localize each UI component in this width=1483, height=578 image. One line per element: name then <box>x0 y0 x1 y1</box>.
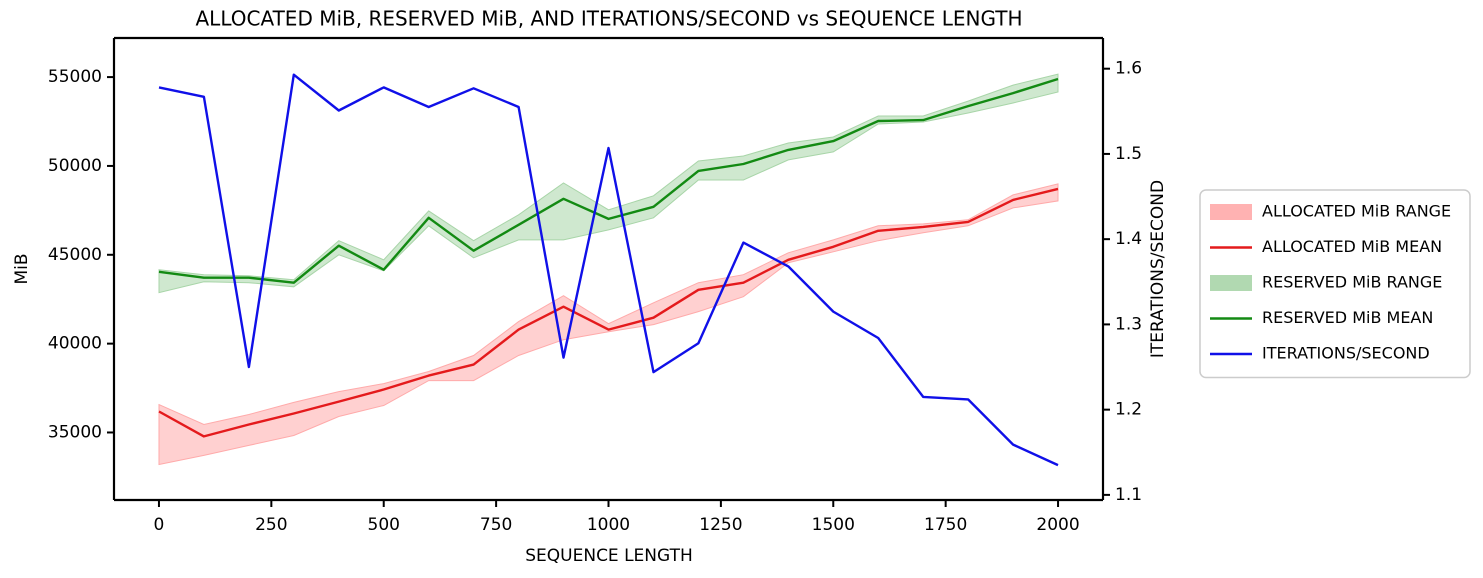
y-tick-label: 45000 <box>48 245 102 265</box>
y-tick-label: 35000 <box>48 422 102 442</box>
x-tick-label: 250 <box>255 515 287 535</box>
x-tick-label: 750 <box>480 515 512 535</box>
legend: ALLOCATED MiB RANGE ALLOCATED MiB MEAN RES… <box>1199 189 1471 379</box>
series-line <box>158 187 1059 438</box>
legend-swatch <box>1210 204 1252 220</box>
legend-label: RESERVED MiB RANGE <box>1262 273 1442 292</box>
series-line <box>158 77 1059 284</box>
x-tick-label: 500 <box>368 515 400 535</box>
y2-tick-label: 1.4 <box>1115 229 1142 249</box>
legend-label: ALLOCATED MiB MEAN <box>1262 237 1442 256</box>
legend-box <box>1199 189 1471 379</box>
range-band <box>158 73 1059 294</box>
y-axis-label: MiB <box>12 253 32 284</box>
y-tick-label: 50000 <box>48 156 102 176</box>
y-tick-label: 40000 <box>48 334 102 354</box>
y2-tick-label: 1.2 <box>1115 400 1142 420</box>
y2-tick-label: 1.3 <box>1115 314 1142 334</box>
legend-swatch <box>1210 275 1252 291</box>
y2-tick-label: 1.5 <box>1115 144 1142 164</box>
x-tick-label: 2000 <box>1036 515 1079 535</box>
x-tick-label: 0 <box>154 515 165 535</box>
range-band <box>158 183 1059 466</box>
plot-area <box>158 73 1059 467</box>
y2-tick-label: 1.1 <box>1115 485 1142 505</box>
y2-tick-label: 1.6 <box>1115 59 1142 79</box>
x-tick-label: 1750 <box>924 515 967 535</box>
legend-label: ALLOCATED MiB RANGE <box>1262 202 1451 221</box>
x-axis-label: SEQUENCE LENGTH <box>525 546 693 566</box>
chart-title: ALLOCATED MiB, RESERVED MiB, AND ITERATI… <box>196 7 1023 31</box>
y-tick-label: 55000 <box>48 67 102 87</box>
y2-axis-label: ITERATIONS/SECOND <box>1148 180 1168 358</box>
x-tick-label: 1250 <box>699 515 742 535</box>
x-tick-label: 1000 <box>587 515 630 535</box>
legend-label: RESERVED MiB MEAN <box>1262 308 1433 327</box>
legend-label: ITERATIONS/SECOND <box>1262 344 1430 363</box>
series-line <box>158 73 1059 467</box>
x-tick-label: 1500 <box>812 515 855 535</box>
